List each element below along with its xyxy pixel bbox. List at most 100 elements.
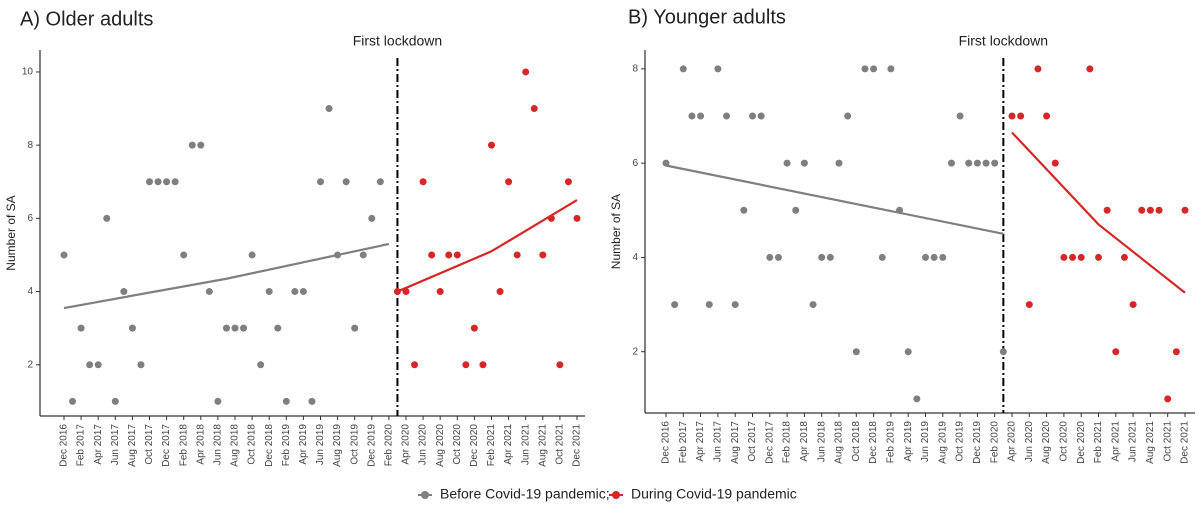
data-point	[462, 361, 470, 369]
data-point	[835, 159, 843, 167]
x-tick-label: Aug 2021	[1145, 421, 1156, 464]
data-point	[411, 361, 419, 369]
data-point	[111, 397, 119, 405]
data-point	[1043, 112, 1051, 120]
x-tick-label: Aug 2019	[937, 421, 948, 464]
x-tick-label: Apr 2017	[695, 421, 706, 462]
data-point	[1051, 159, 1059, 167]
x-tick-label: Oct 2018	[851, 421, 862, 462]
x-tick-label: Feb 2019	[886, 421, 897, 464]
data-point	[1025, 301, 1033, 309]
data-point	[671, 301, 679, 309]
x-tick-label: Oct 2017	[747, 421, 758, 462]
data-point	[878, 253, 886, 261]
data-point	[146, 178, 153, 186]
data-point	[1112, 348, 1120, 356]
x-tick-label: Aug 2017	[730, 421, 741, 464]
data-point	[488, 141, 495, 149]
data-point	[299, 288, 307, 296]
data-point	[351, 324, 359, 332]
x-tick-label: Apr 2020	[401, 424, 412, 465]
x-tick-label: Dec 2021	[572, 424, 583, 467]
data-point	[1164, 395, 1172, 403]
x-tick-label: Jun 2019	[920, 421, 931, 463]
data-point	[1077, 253, 1085, 261]
data-point	[265, 288, 273, 296]
x-tick-label: Apr 2021	[503, 424, 514, 465]
x-tick-label: Oct 2018	[247, 424, 258, 465]
data-point	[757, 112, 765, 120]
data-point	[325, 105, 333, 113]
data-point	[419, 178, 427, 186]
x-tick-label: Oct 2019	[349, 424, 360, 465]
y-tick-label: 2	[632, 346, 638, 357]
x-tick-label: Jun 2018	[213, 424, 224, 466]
data-point	[947, 159, 955, 167]
data-point	[453, 251, 461, 259]
data-point	[1129, 301, 1137, 309]
data-point	[505, 178, 513, 186]
y-tick-label: 6	[632, 158, 638, 169]
data-point	[522, 68, 530, 76]
x-tick-label: Dec 2017	[764, 421, 775, 464]
data-point	[723, 112, 731, 120]
data-point	[128, 324, 136, 332]
x-tick-label: Aug 2017	[127, 424, 138, 467]
data-point	[1120, 253, 1128, 261]
data-point	[887, 65, 895, 73]
x-tick-label: Aug 2020	[1041, 421, 1052, 464]
x-tick-label: Dec 2018	[868, 421, 879, 464]
legend-label: During Covid-19 pandemic	[631, 486, 797, 502]
lockdown-label: First lockdown	[959, 33, 1048, 49]
data-point	[688, 112, 696, 120]
data-point	[564, 178, 572, 186]
data-point	[800, 159, 808, 167]
data-point	[973, 159, 981, 167]
x-tick-label: Dec 2019	[366, 424, 377, 467]
data-point	[1017, 112, 1025, 120]
data-point	[922, 253, 929, 261]
data-point	[792, 206, 800, 214]
data-point	[428, 251, 436, 259]
x-tick-label: Dec 2020	[469, 424, 480, 467]
trend-line	[397, 199, 578, 293]
x-tick-label: Oct 2021	[555, 424, 566, 465]
data-point	[904, 348, 912, 356]
x-tick-label: Apr 2019	[298, 424, 309, 465]
data-point	[445, 251, 453, 259]
data-point	[496, 288, 504, 296]
data-point	[368, 214, 376, 222]
data-point	[1181, 206, 1189, 214]
y-tick-label: 4	[632, 252, 638, 263]
x-tick-label: Aug 2021	[537, 424, 548, 467]
data-point	[214, 397, 222, 405]
x-tick-label: Feb 2020	[989, 421, 1000, 464]
y-tick-label: 8	[632, 63, 638, 74]
x-tick-label: Apr 2018	[195, 424, 206, 465]
data-point	[766, 253, 774, 261]
x-tick-label: Oct 2017	[144, 424, 155, 465]
x-tick-label: Dec 2020	[1076, 421, 1087, 464]
data-point	[749, 112, 756, 120]
data-point	[826, 253, 834, 261]
data-point	[861, 65, 869, 73]
x-tick-label: Feb 2017	[76, 424, 87, 467]
data-point	[171, 178, 179, 186]
data-point	[240, 324, 248, 332]
data-point	[1138, 206, 1146, 214]
data-point	[705, 301, 713, 309]
data-point	[809, 301, 817, 309]
x-tick-label: Feb 2021	[486, 424, 497, 467]
data-point	[697, 112, 705, 120]
data-point	[86, 361, 94, 369]
data-point	[573, 214, 581, 222]
data-point	[94, 361, 102, 369]
data-point	[870, 65, 878, 73]
data-point	[1155, 206, 1163, 214]
data-point	[60, 251, 68, 259]
x-tick-label: Jun 2017	[110, 424, 121, 466]
x-tick-label: Jun 2018	[816, 421, 827, 463]
panel-title: A) Older adults	[20, 8, 153, 30]
x-tick-label: Apr 2017	[93, 424, 104, 465]
